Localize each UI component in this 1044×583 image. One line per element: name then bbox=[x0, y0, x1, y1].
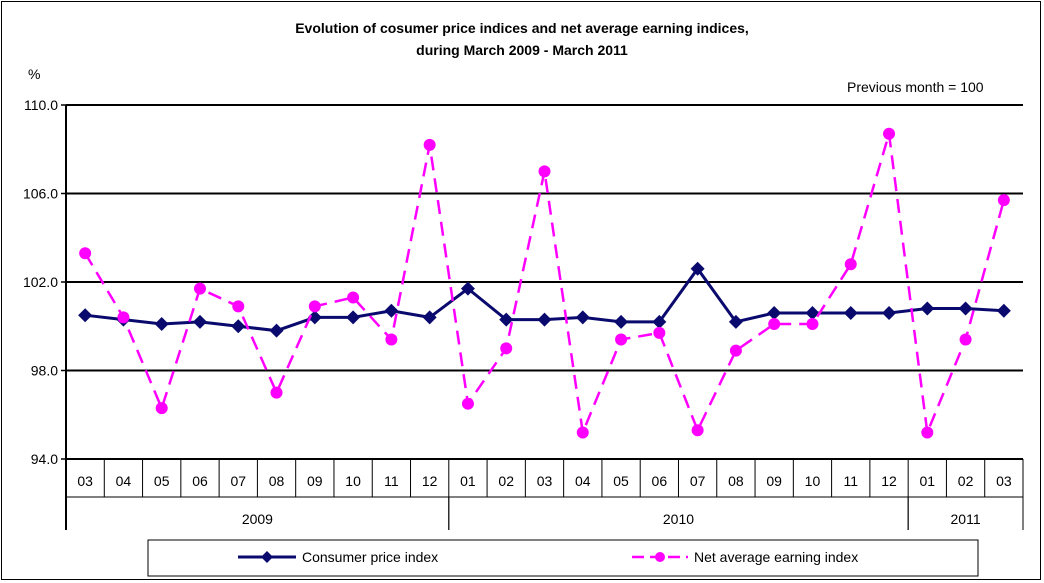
x-tick-label: 03 bbox=[996, 473, 1012, 489]
earning-index-point bbox=[576, 426, 589, 439]
earning-index-point bbox=[653, 326, 666, 339]
cpi-point bbox=[460, 281, 475, 296]
legend-cpi-label: Consumer price index bbox=[302, 549, 438, 565]
cpi-point bbox=[805, 305, 820, 320]
cpi-point bbox=[78, 308, 93, 323]
earning-index-point bbox=[347, 291, 360, 304]
x-tick-label: 04 bbox=[116, 473, 132, 489]
y-tick-label: 98.0 bbox=[31, 363, 58, 379]
cpi-point bbox=[346, 310, 361, 325]
legend-earning-marker bbox=[655, 552, 665, 562]
earning-index-point bbox=[806, 318, 819, 331]
earning-index-point bbox=[729, 344, 742, 357]
earning-index-point bbox=[768, 318, 781, 331]
x-tick-label: 06 bbox=[652, 473, 668, 489]
cpi-point bbox=[537, 312, 552, 327]
y-tick-label: 94.0 bbox=[31, 451, 58, 467]
earning-index-point bbox=[691, 424, 704, 437]
cpi-point bbox=[843, 305, 858, 320]
year-label: 2010 bbox=[663, 511, 694, 527]
cpi-point bbox=[920, 301, 935, 316]
y-axis-label: % bbox=[28, 66, 41, 82]
earning-index-point bbox=[193, 282, 206, 295]
earning-index-point bbox=[117, 311, 130, 324]
legend-cpi-marker bbox=[261, 551, 273, 563]
earning-index-point bbox=[500, 342, 513, 355]
y-tick-label: 102.0 bbox=[23, 274, 58, 290]
earning-index-point bbox=[385, 333, 398, 346]
cpi-point bbox=[499, 312, 514, 327]
chart-note: Previous month = 100 bbox=[847, 79, 984, 95]
x-tick-label: 01 bbox=[920, 473, 936, 489]
cpi-point bbox=[652, 314, 667, 329]
x-tick-label: 08 bbox=[728, 473, 744, 489]
cpi-point bbox=[231, 319, 246, 334]
earning-index-point bbox=[997, 194, 1010, 207]
cpi-point bbox=[614, 314, 629, 329]
x-tick-label: 01 bbox=[460, 473, 476, 489]
cpi-point bbox=[384, 303, 399, 318]
x-tick-label: 05 bbox=[613, 473, 629, 489]
earning-index-point bbox=[423, 138, 436, 151]
cpi-point bbox=[269, 323, 284, 338]
cpi-point bbox=[690, 261, 705, 276]
chart-title-line1: Evolution of cosumer price indices and n… bbox=[295, 20, 749, 36]
earning-index-point bbox=[461, 397, 474, 410]
earning-index-point bbox=[959, 333, 972, 346]
x-tick-label: 06 bbox=[192, 473, 208, 489]
cpi-point bbox=[767, 305, 782, 320]
cpi-point bbox=[422, 310, 437, 325]
x-tick-label: 11 bbox=[843, 473, 858, 489]
cpi-point bbox=[575, 310, 590, 325]
x-tick-label: 10 bbox=[345, 473, 361, 489]
x-tick-label: 02 bbox=[958, 473, 974, 489]
y-tick-label: 106.0 bbox=[23, 186, 58, 202]
earning-index-point bbox=[921, 426, 934, 439]
earning-index-point bbox=[155, 402, 168, 415]
series-line-2 bbox=[84, 133, 1006, 438]
y-tick-label: 110.0 bbox=[24, 97, 58, 113]
x-tick-label: 02 bbox=[498, 473, 514, 489]
x-tick-label: 07 bbox=[690, 473, 706, 489]
x-tick-label: 07 bbox=[230, 473, 246, 489]
x-tick-label: 09 bbox=[307, 473, 323, 489]
earning-index-point bbox=[232, 300, 245, 313]
cpi-point bbox=[728, 314, 743, 329]
x-tick-label: 03 bbox=[537, 473, 553, 489]
earning-index-point bbox=[270, 386, 283, 399]
earning-index-point bbox=[844, 258, 857, 271]
cpi-point bbox=[882, 305, 897, 320]
legend-earning-label: Net average earning index bbox=[694, 549, 858, 565]
x-tick-label: 12 bbox=[881, 473, 897, 489]
cpi-point bbox=[307, 310, 322, 325]
year-label: 2011 bbox=[951, 511, 981, 527]
x-tick-label: 11 bbox=[384, 473, 399, 489]
x-tick-label: 04 bbox=[575, 473, 591, 489]
cpi-point bbox=[154, 317, 169, 332]
earning-index-point bbox=[615, 333, 628, 346]
cpi-point bbox=[996, 303, 1011, 318]
x-tick-label: 08 bbox=[269, 473, 285, 489]
cpi-point bbox=[958, 301, 973, 316]
x-tick-label: 12 bbox=[422, 473, 438, 489]
x-tick-label: 09 bbox=[766, 473, 782, 489]
cpi-point bbox=[192, 314, 207, 329]
x-tick-label: 03 bbox=[77, 473, 93, 489]
earning-index-point bbox=[79, 247, 92, 260]
earning-index-point bbox=[538, 165, 551, 178]
x-tick-label: 05 bbox=[154, 473, 170, 489]
earning-index-point bbox=[883, 127, 896, 140]
year-label: 2009 bbox=[242, 511, 273, 527]
x-tick-label: 10 bbox=[805, 473, 821, 489]
chart-title-line2: during March 2009 - March 2011 bbox=[416, 42, 628, 58]
earning-index-point bbox=[308, 300, 321, 313]
